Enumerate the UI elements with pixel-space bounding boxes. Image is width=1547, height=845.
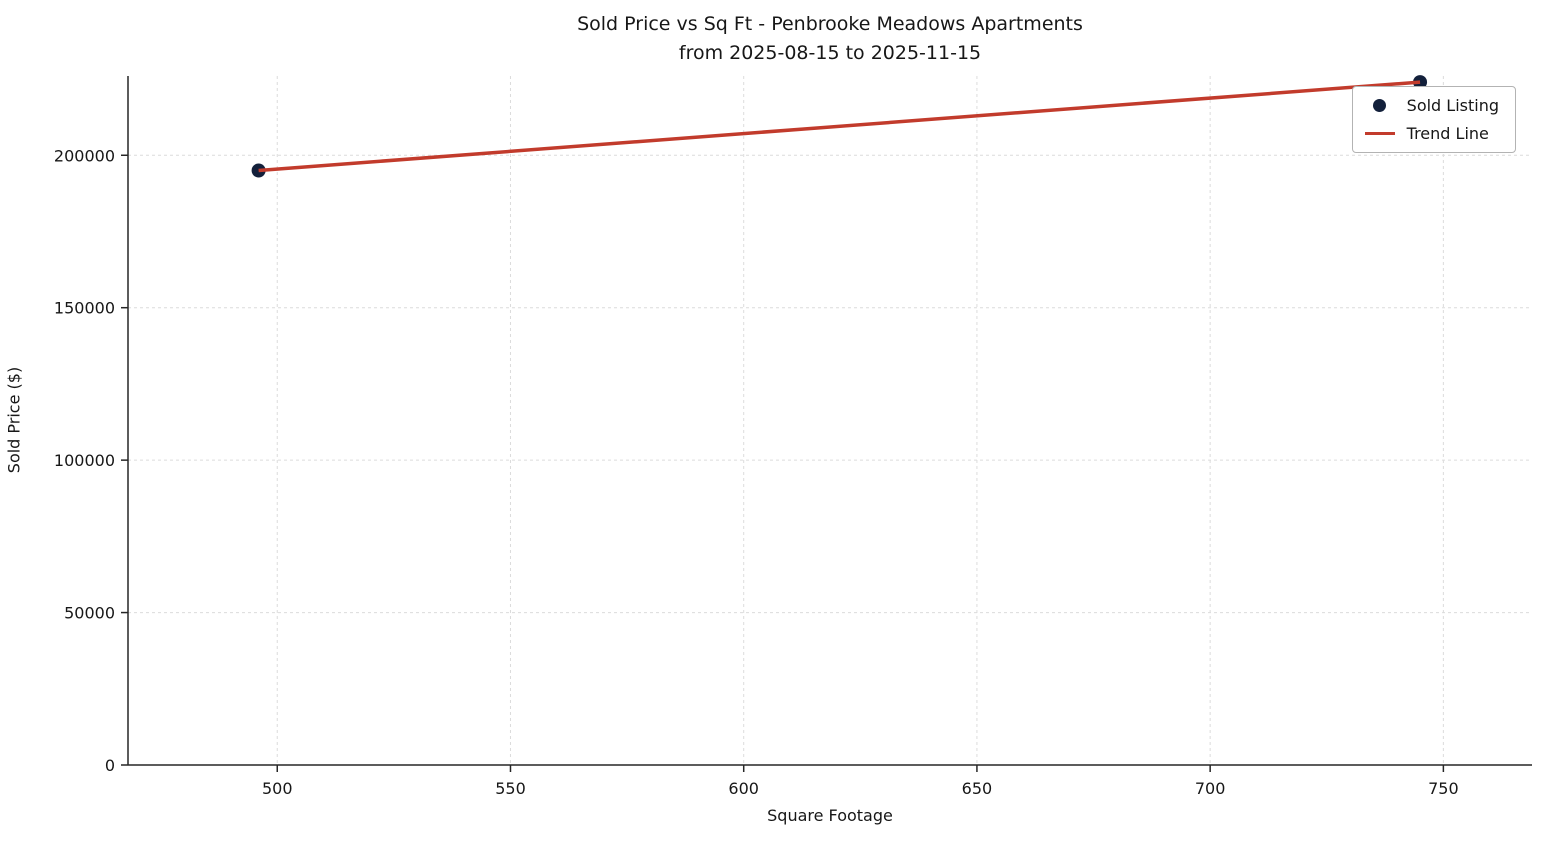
legend-label-trend-line: Trend Line bbox=[1406, 124, 1489, 143]
x-tick-label: 500 bbox=[262, 779, 293, 798]
legend: Sold Listing Trend Line bbox=[1351, 86, 1516, 153]
legend-item-sold-listing: Sold Listing bbox=[1365, 96, 1499, 115]
legend-item-trend-line: Trend Line bbox=[1364, 124, 1499, 143]
x-tick-label: 600 bbox=[728, 779, 759, 798]
y-axis-label: Sold Price ($) bbox=[4, 366, 24, 474]
x-tick-label: 700 bbox=[1195, 779, 1226, 798]
x-tick-label: 750 bbox=[1428, 779, 1459, 798]
x-tick-label: 550 bbox=[495, 779, 526, 798]
chart-title-line1: Sold Price vs Sq Ft - Penbrooke Meadows … bbox=[577, 13, 1083, 35]
y-tick-label: 150000 bbox=[54, 299, 115, 318]
legend-label-sold-listing: Sold Listing bbox=[1406, 96, 1499, 115]
y-tick-label: 100000 bbox=[54, 451, 115, 470]
y-tick-label: 0 bbox=[105, 756, 115, 775]
trend-line bbox=[258, 80, 1421, 173]
y-tick-label: 50000 bbox=[64, 604, 115, 623]
x-axis-label: Square Footage bbox=[767, 806, 893, 825]
x-tick-label: 650 bbox=[962, 779, 993, 798]
trend-line-icon bbox=[1364, 132, 1395, 135]
y-tick-label: 200000 bbox=[54, 146, 115, 165]
chart-title-line2: from 2025-08-15 to 2025-11-15 bbox=[678, 42, 982, 64]
chart-title: Sold Price vs Sq Ft - Penbrooke Meadows … bbox=[128, 10, 1532, 68]
scatter-marker-icon bbox=[1365, 99, 1395, 112]
